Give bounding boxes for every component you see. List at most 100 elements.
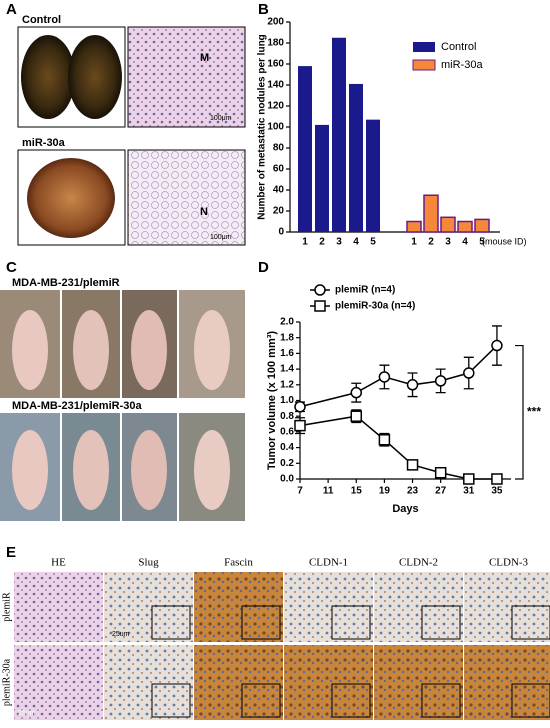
inset — [421, 605, 461, 640]
bar — [332, 37, 346, 232]
point — [294, 419, 306, 432]
bar — [366, 119, 380, 232]
ihc-image — [464, 572, 550, 642]
label: N — [200, 206, 208, 218]
ihc-image — [14, 572, 103, 642]
legend-label: plemiR-30a (n=4) — [335, 301, 415, 312]
column-header: Fascin — [224, 557, 253, 569]
column-header: CLDN-1 — [309, 557, 348, 569]
y-tick-label: 100 — [267, 122, 284, 133]
legend-label: miR-30a — [441, 59, 483, 71]
x-tick-label: 19 — [379, 486, 391, 497]
y-tick-label: 0.2 — [280, 458, 294, 469]
line — [299, 415, 497, 480]
scale: 25um — [18, 710, 36, 717]
panel-letter: C — [6, 259, 17, 276]
x-tick-label: 1 — [302, 237, 308, 248]
y-tick-label: 40 — [273, 185, 285, 196]
lung — [21, 35, 75, 119]
point — [350, 386, 363, 399]
inset — [151, 683, 191, 718]
legend-marker — [314, 284, 326, 296]
ihc-image — [284, 572, 373, 642]
lung — [27, 158, 115, 238]
y-tick-label: 1.0 — [280, 395, 294, 406]
legend-label: plemiR (n=4) — [335, 285, 395, 296]
y-tick-label: 180 — [267, 38, 284, 49]
x-tick-label: 5 — [479, 237, 485, 248]
point — [434, 375, 447, 387]
legend-label: Control — [441, 41, 476, 53]
point — [378, 434, 391, 446]
bar — [298, 66, 312, 232]
inset — [331, 683, 371, 718]
bracket — [515, 344, 524, 480]
legend-swatch — [412, 59, 436, 71]
y-axis-label: Tumor volume (x 100 mm³) — [266, 331, 278, 470]
point — [434, 466, 447, 479]
mouse-photos — [0, 290, 245, 521]
ihc-image — [284, 645, 373, 720]
y-tick-label: 1.2 — [280, 379, 294, 390]
point — [350, 410, 363, 422]
point — [491, 339, 503, 352]
x-tick-label: 5 — [370, 237, 376, 248]
label: M — [200, 52, 209, 64]
y-tick-label: 160 — [267, 59, 284, 70]
point — [378, 371, 391, 383]
column-header: CLDN-3 — [489, 557, 529, 569]
row-label: plemiR — [1, 592, 12, 622]
column-header: Slug — [138, 557, 159, 569]
histology — [127, 149, 246, 246]
inset — [241, 605, 281, 640]
y-tick-label: 0.0 — [280, 474, 294, 485]
bar — [474, 218, 490, 233]
column-header: CLDN-2 — [399, 557, 438, 569]
lung — [68, 35, 122, 119]
x-tick-label: 23 — [407, 486, 419, 497]
y-tick-label: 80 — [273, 143, 285, 154]
point — [406, 459, 419, 471]
ihc-image — [194, 572, 283, 642]
x-tick-label: 31 — [463, 486, 475, 497]
inset — [421, 683, 461, 718]
scale: 100μm — [210, 234, 232, 241]
point — [294, 401, 306, 413]
ihc-image — [104, 645, 193, 720]
x-axis-label: (mouse ID) — [482, 236, 527, 246]
x-tick-label: 15 — [351, 486, 363, 497]
y-tick-label: 1.4 — [280, 364, 294, 375]
x-tick-label: 2 — [319, 237, 325, 248]
scale: 25um — [112, 631, 130, 638]
x-tick-label: 1 — [411, 237, 417, 248]
ihc-image — [374, 572, 463, 642]
y-tick-label: 0.4 — [280, 442, 294, 453]
point — [463, 473, 475, 485]
inset — [151, 605, 191, 640]
ihc-image — [464, 645, 550, 720]
x-tick-label: 3 — [336, 237, 342, 248]
x-tick-label: 35 — [491, 486, 503, 497]
histology — [127, 26, 246, 128]
label: MDA-MB-231/plemiR — [12, 277, 120, 289]
point — [463, 367, 475, 379]
y-tick-label: 0.8 — [280, 411, 294, 422]
bar — [349, 83, 363, 232]
bar — [315, 124, 329, 232]
ihc-image — [104, 572, 193, 642]
legend-marker — [314, 300, 326, 312]
bar — [440, 216, 456, 233]
x-tick-label: 7 — [297, 486, 303, 497]
label: Control — [22, 14, 61, 26]
inset — [511, 605, 550, 640]
x-tick-label: 4 — [462, 237, 468, 248]
bar — [423, 194, 439, 233]
ihc-image — [374, 645, 463, 720]
panel-letter: D — [258, 259, 269, 276]
inset — [241, 683, 281, 718]
row-label: plemiR-30a — [1, 658, 12, 706]
panel-letter: E — [6, 544, 16, 561]
y-tick-label: 200 — [267, 17, 284, 28]
y-tick-label: 0 — [278, 227, 284, 238]
